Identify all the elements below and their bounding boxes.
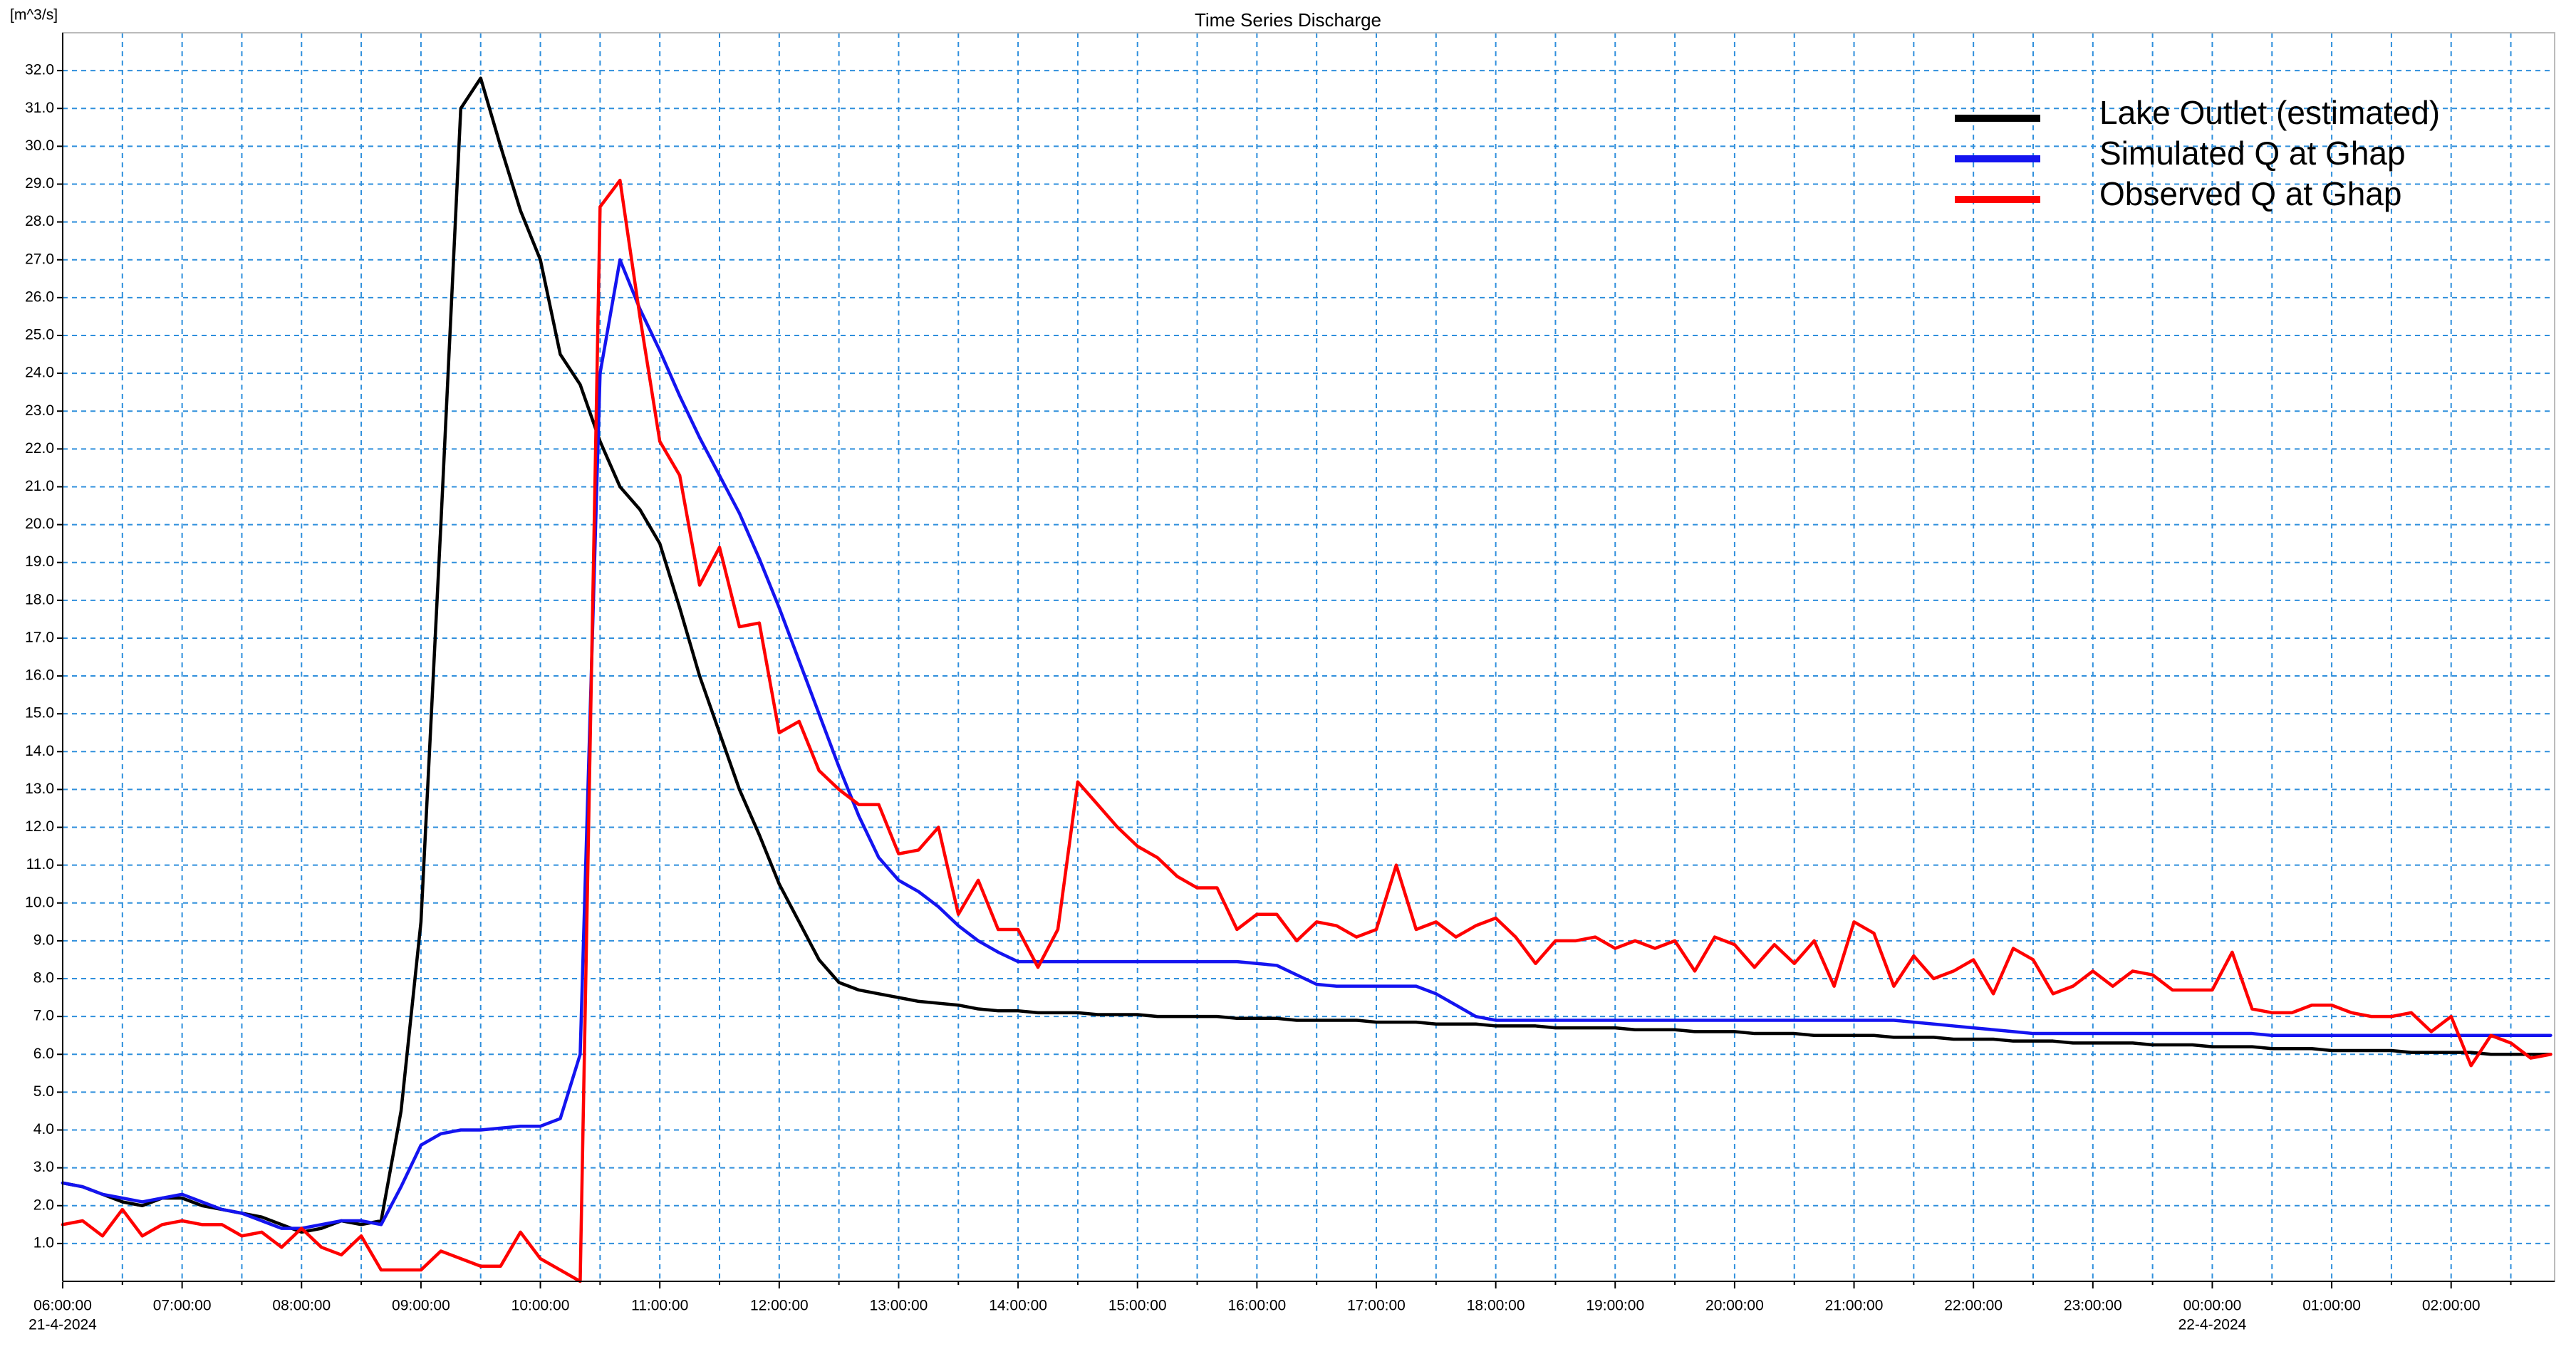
x-tick-label: 00:00:00 bbox=[2183, 1298, 2242, 1314]
x-tick-label: 16:00:00 bbox=[1227, 1298, 1286, 1314]
y-tick-label: 3.0 bbox=[33, 1159, 54, 1175]
x-tick-label: 18:00:00 bbox=[1467, 1298, 1525, 1314]
y-tick-label: 25.0 bbox=[25, 327, 54, 343]
y-tick-label: 9.0 bbox=[33, 932, 54, 948]
x-tick-label: 22:00:00 bbox=[1944, 1298, 2003, 1314]
grid bbox=[62, 33, 2555, 1281]
y-tick-label: 28.0 bbox=[25, 213, 54, 229]
x-date-label: 22-4-2024 bbox=[2178, 1317, 2247, 1333]
plot-lines bbox=[61, 76, 2552, 1283]
y-tick-label: 8.0 bbox=[33, 970, 54, 986]
x-tick-label: 06:00:00 bbox=[33, 1298, 92, 1314]
y-tick-label: 31.0 bbox=[25, 100, 54, 116]
y-tick-label: 16.0 bbox=[25, 667, 54, 684]
chart-title: Time Series Discharge bbox=[1195, 9, 1381, 31]
y-tick-label: 20.0 bbox=[25, 516, 54, 532]
y-tick-label: 18.0 bbox=[25, 591, 54, 608]
x-tick-label: 15:00:00 bbox=[1108, 1298, 1167, 1314]
x-tick-label: 21:00:00 bbox=[1825, 1298, 1884, 1314]
x-tick-label: 08:00:00 bbox=[272, 1298, 331, 1314]
axes: 1.0 2.0 3.0 4.0 5.0 6.0 7.0 8.0 9.0 10.0 11.0 12.0 1… bbox=[25, 32, 2555, 1333]
y-tick-label: 30.0 bbox=[25, 137, 54, 154]
y-tick-label: 24.0 bbox=[25, 365, 54, 381]
series-line bbox=[61, 76, 2552, 1234]
y-tick-label: 17.0 bbox=[25, 629, 54, 645]
y-tick-label: 10.0 bbox=[25, 894, 54, 910]
x-tick-label: 11:00:00 bbox=[631, 1298, 688, 1314]
y-tick-label: 5.0 bbox=[33, 1083, 54, 1100]
y-tick-label: 27.0 bbox=[25, 251, 54, 267]
y-tick-label: 6.0 bbox=[33, 1046, 54, 1062]
y-tick-label: 23.0 bbox=[25, 402, 54, 419]
y-tick-label: 26.0 bbox=[25, 288, 54, 305]
y-tick-label: 7.0 bbox=[33, 1008, 54, 1024]
x-tick-label: 17:00:00 bbox=[1347, 1298, 1406, 1314]
x-tick-label: 12:00:00 bbox=[750, 1298, 809, 1314]
x-tick-label: 07:00:00 bbox=[153, 1298, 212, 1314]
y-tick-label: 2.0 bbox=[33, 1197, 54, 1213]
y-tick-label: 12.0 bbox=[25, 818, 54, 835]
y-tick-label: 4.0 bbox=[33, 1121, 54, 1137]
y-axis-label: [m^3/s] bbox=[10, 7, 58, 24]
x-date-label: 21-4-2024 bbox=[28, 1317, 97, 1333]
x-tick-label: 20:00:00 bbox=[1705, 1298, 1764, 1314]
series-line bbox=[61, 258, 2552, 1230]
x-tick-label: 14:00:00 bbox=[989, 1298, 1047, 1314]
y-tick-label: 19.0 bbox=[25, 553, 54, 570]
x-tick-label: 10:00:00 bbox=[511, 1298, 570, 1314]
series-line bbox=[61, 178, 2552, 1283]
legend-label: Simulated Q at Ghap bbox=[2099, 135, 2406, 172]
x-tick-label: 13:00:00 bbox=[870, 1298, 928, 1314]
y-tick-label: 13.0 bbox=[25, 781, 54, 797]
y-tick-label: 21.0 bbox=[25, 478, 54, 494]
x-tick-label: 19:00:00 bbox=[1586, 1298, 1644, 1314]
y-tick-label: 11.0 bbox=[26, 856, 54, 873]
y-tick-label: 15.0 bbox=[25, 705, 54, 722]
y-tick-label: 14.0 bbox=[25, 743, 54, 759]
y-tick-label: 1.0 bbox=[33, 1234, 54, 1251]
y-tick-label: 29.0 bbox=[25, 175, 54, 192]
y-tick-label: 22.0 bbox=[25, 440, 54, 457]
legend-label: Lake Outlet (estimated) bbox=[2099, 94, 2440, 131]
y-tick-label: 32.0 bbox=[25, 62, 54, 78]
x-tick-label: 02:00:00 bbox=[2422, 1298, 2481, 1314]
x-tick-label: 01:00:00 bbox=[2302, 1298, 2361, 1314]
legend-label: Observed Q at Ghap bbox=[2099, 175, 2401, 212]
legend: Lake Outlet (estimated) Simulated Q at Gh… bbox=[1955, 94, 2440, 212]
x-tick-label: 09:00:00 bbox=[392, 1298, 450, 1314]
x-tick-label: 23:00:00 bbox=[2064, 1298, 2122, 1314]
